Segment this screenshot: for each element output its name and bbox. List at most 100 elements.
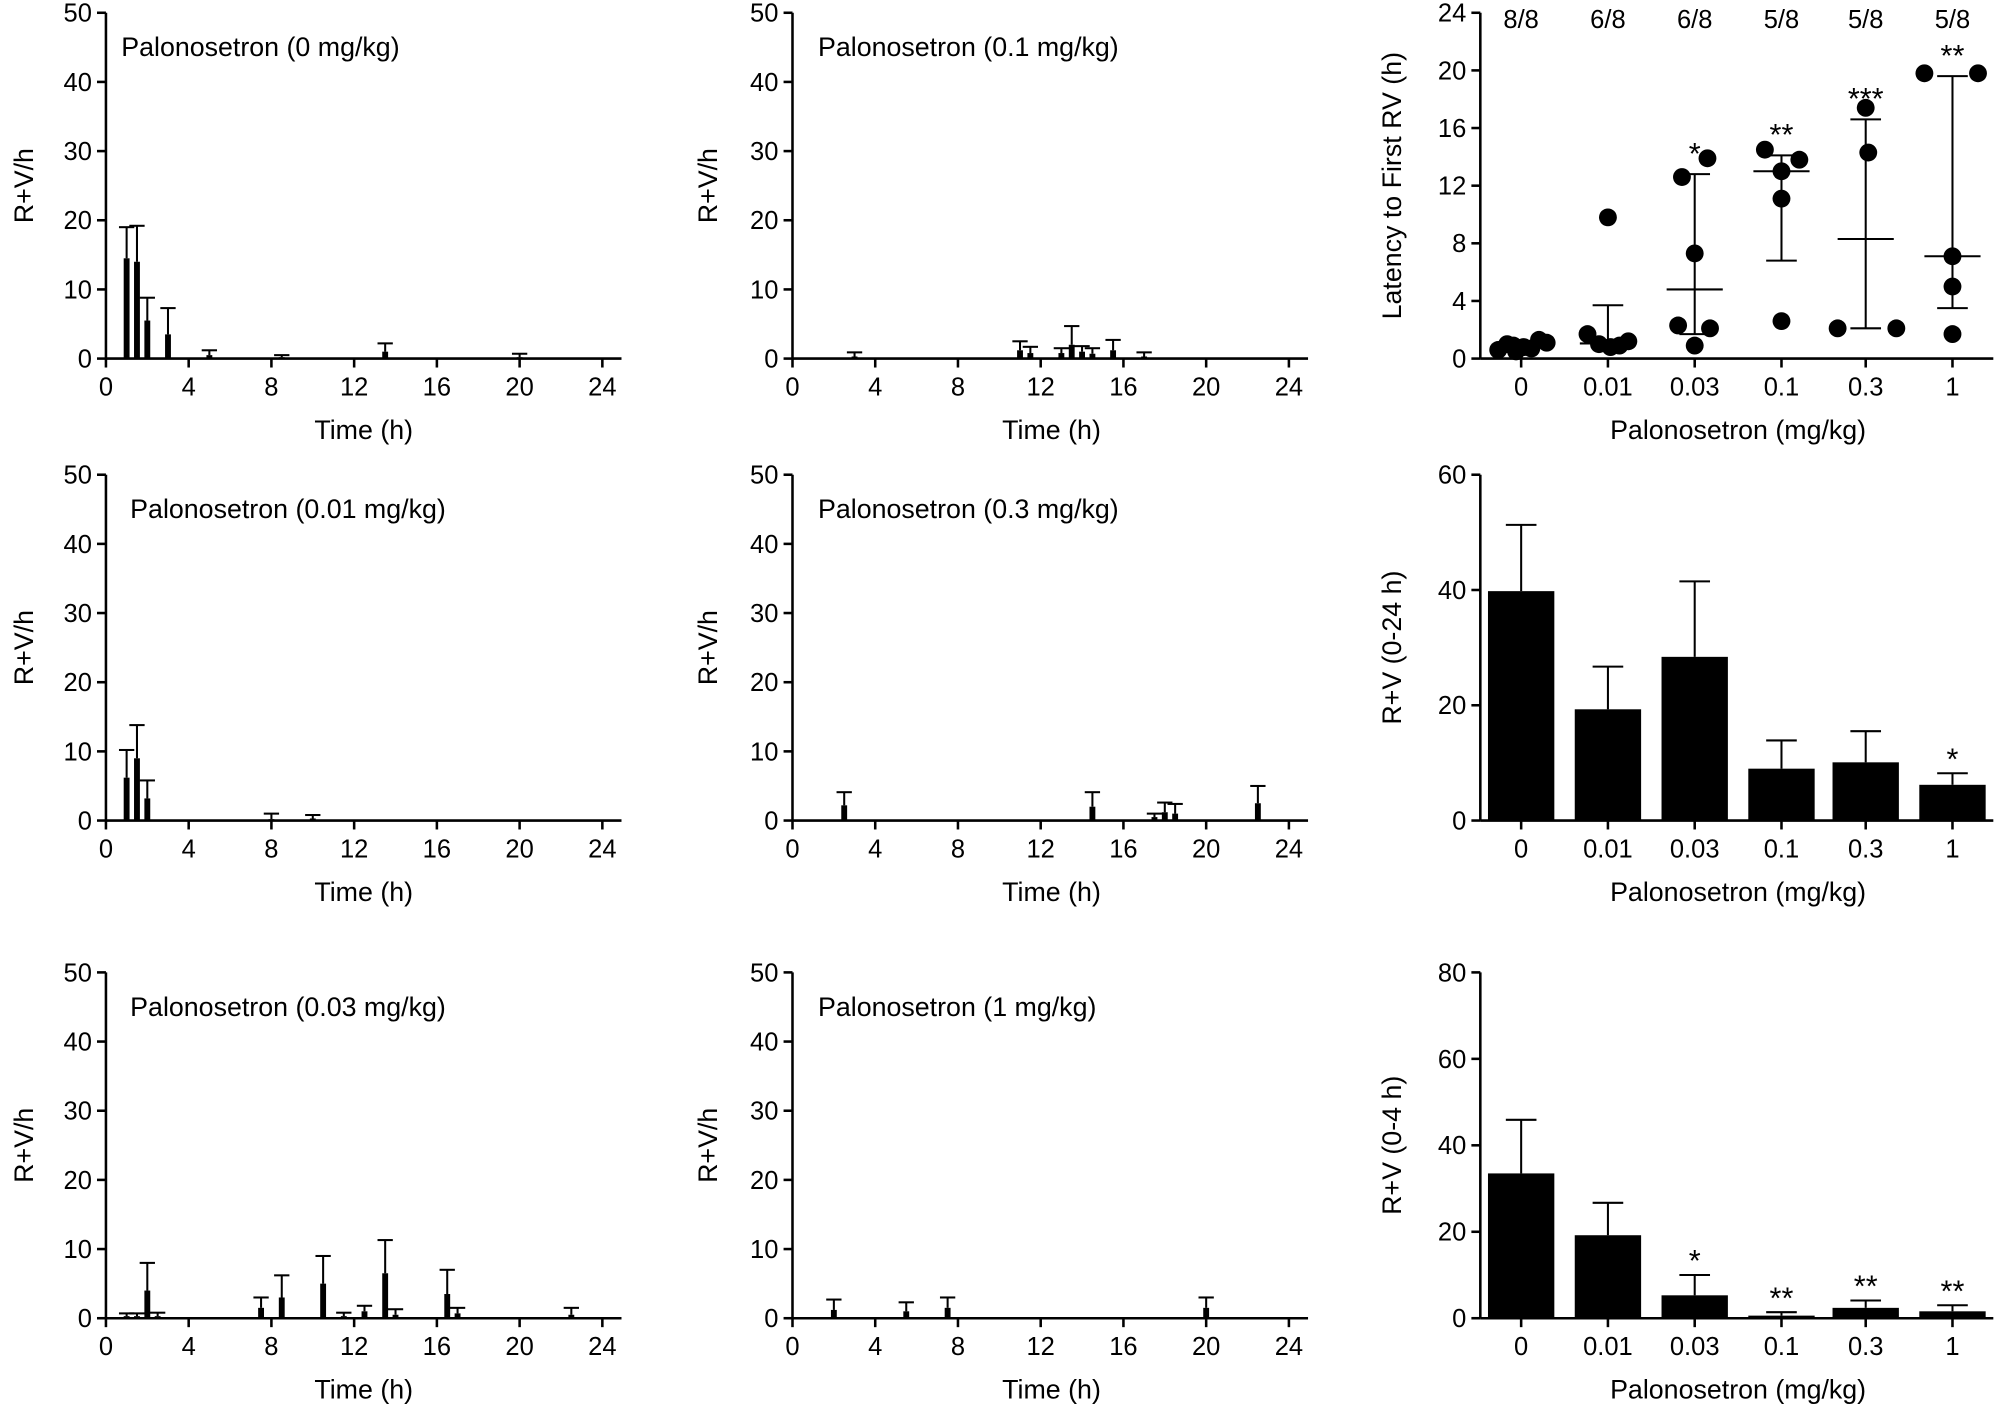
- y-tick-label: 0: [78, 807, 92, 835]
- bar: [1068, 344, 1075, 359]
- x-tick-label: 12: [1027, 836, 1055, 864]
- y-tick-label: 20: [750, 207, 778, 235]
- x-tick-label: 0.03: [1670, 836, 1720, 864]
- x-tick-label: 8: [951, 836, 965, 864]
- x-axis-label: Palonosetron (mg/kg): [1610, 415, 1866, 445]
- x-tick-label: 8: [951, 374, 965, 402]
- x-tick-label: 4: [868, 1333, 882, 1361]
- x-tick-label: 0.01: [1583, 836, 1633, 864]
- data-point: [1619, 332, 1638, 351]
- bar: [1574, 1235, 1642, 1319]
- x-tick-label: 4: [182, 374, 196, 402]
- panel-9: 0 20 40 60 80 0 0.01 0.03 0.1 0.3 1 Palonosetron (m…: [1377, 959, 1994, 1405]
- y-tick-label: 10: [64, 276, 92, 304]
- bar: [1487, 1173, 1555, 1319]
- bar: [444, 1294, 451, 1319]
- panel-8: 0 10 20 30 40 50 0 4 8 12 16 20 24 Time (h) R+V/h Palon…: [693, 959, 1309, 1405]
- y-tick-label: 20: [64, 1167, 92, 1195]
- x-tick-label: 0.3: [1848, 836, 1883, 864]
- x-axis-label: Time (h): [1002, 415, 1101, 445]
- data-point: [1828, 319, 1847, 338]
- y-tick-label: 20: [64, 669, 92, 697]
- significance-label: **: [1854, 1270, 1878, 1304]
- data-point: [1772, 312, 1791, 331]
- y-tick-label: 20: [64, 207, 92, 235]
- bar: [516, 357, 523, 359]
- x-tick-label: 0: [1514, 836, 1528, 864]
- bar: [1832, 762, 1899, 821]
- bar: [1661, 1295, 1728, 1319]
- data-point: [1915, 64, 1934, 83]
- bar: [382, 351, 389, 359]
- bar: [144, 1290, 151, 1319]
- y-tick-label: 20: [1438, 692, 1466, 720]
- bar: [568, 1314, 575, 1319]
- bar: [134, 261, 140, 359]
- bar: [944, 1307, 951, 1319]
- y-tick-label: 20: [1438, 1219, 1466, 1247]
- y-tick-label: 0: [764, 1305, 778, 1333]
- x-tick-label: 8: [264, 374, 278, 402]
- x-tick-label: 24: [588, 1333, 616, 1361]
- y-tick-label: 30: [64, 600, 92, 628]
- bar: [340, 1316, 347, 1319]
- bar: [1661, 656, 1728, 821]
- x-tick-label: 24: [1275, 836, 1303, 864]
- x-tick-label: 0: [785, 374, 799, 402]
- x-tick-label: 24: [588, 374, 616, 402]
- data-point: [1943, 325, 1962, 344]
- y-tick-label: 24: [1438, 0, 1466, 28]
- y-tick-label: 50: [750, 0, 778, 28]
- y-tick-label: 0: [1452, 807, 1466, 835]
- x-tick-label: 0: [99, 374, 113, 402]
- x-tick-label: 20: [1192, 1333, 1220, 1361]
- significance-label: **: [1941, 1274, 1965, 1308]
- y-tick-label: 0: [764, 346, 778, 374]
- x-tick-label: 0: [99, 1333, 113, 1361]
- data-point: [1859, 143, 1878, 162]
- x-tick-label: 0: [1514, 1333, 1528, 1361]
- y-tick-label: 4: [1452, 288, 1466, 316]
- x-tick-label: 0: [785, 1333, 799, 1361]
- x-tick-label: 0: [99, 836, 113, 864]
- y-tick-label: 0: [78, 346, 92, 374]
- x-tick-label: 0.3: [1848, 374, 1883, 402]
- data-point: [1685, 336, 1704, 355]
- bar: [309, 818, 316, 821]
- bar: [123, 777, 130, 821]
- y-tick-label: 8: [1452, 230, 1466, 258]
- panel-3: 0 4 8 12 16 20 24 0 0.01 0.03 0.1 0.3 1 Palonosetron …: [1377, 0, 1994, 445]
- x-tick-label: 16: [423, 374, 451, 402]
- bar: [206, 355, 213, 359]
- bar: [1110, 350, 1117, 359]
- x-axis-label: Time (h): [314, 1375, 413, 1405]
- bar: [1574, 709, 1642, 821]
- y-tick-label: 0: [1452, 346, 1466, 374]
- y-tick-label: 30: [750, 600, 778, 628]
- x-axis-label: Time (h): [314, 415, 413, 445]
- y-axis-label: R+V/h: [9, 148, 39, 223]
- y-axis-label: R+V/h: [693, 1108, 723, 1183]
- y-tick-label: 40: [64, 1028, 92, 1056]
- panel-title: Palonosetron (0.03 mg/kg): [130, 992, 446, 1022]
- x-tick-label: 8: [264, 836, 278, 864]
- bar: [1027, 353, 1034, 359]
- x-tick-label: 0.03: [1670, 1333, 1720, 1361]
- y-tick-label: 40: [750, 531, 778, 559]
- significance-label: **: [1770, 118, 1794, 152]
- y-tick-label: 16: [1438, 115, 1466, 143]
- data-point: [1698, 149, 1717, 168]
- x-tick-label: 1: [1945, 374, 1959, 402]
- y-tick-label: 50: [64, 462, 92, 490]
- y-tick-label: 50: [64, 0, 92, 28]
- panel-title: Palonosetron (0.01 mg/kg): [130, 494, 446, 524]
- x-tick-label: 12: [1027, 1333, 1055, 1361]
- x-tick-label: 4: [182, 1333, 196, 1361]
- y-tick-label: 0: [764, 807, 778, 835]
- panel-4: 0 10 20 30 40 50 0 4 8 12 16 20 24 Time (h) R+V/h Palon…: [9, 462, 622, 907]
- bar: [903, 1311, 910, 1319]
- data-point: [1673, 168, 1691, 186]
- y-tick-label: 0: [78, 1305, 92, 1333]
- y-tick-label: 50: [64, 959, 92, 987]
- data-point: [1887, 319, 1906, 338]
